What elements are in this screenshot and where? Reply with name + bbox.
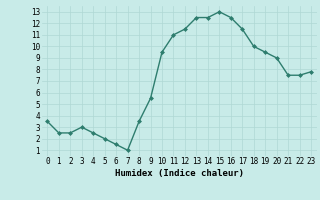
X-axis label: Humidex (Indice chaleur): Humidex (Indice chaleur) bbox=[115, 169, 244, 178]
